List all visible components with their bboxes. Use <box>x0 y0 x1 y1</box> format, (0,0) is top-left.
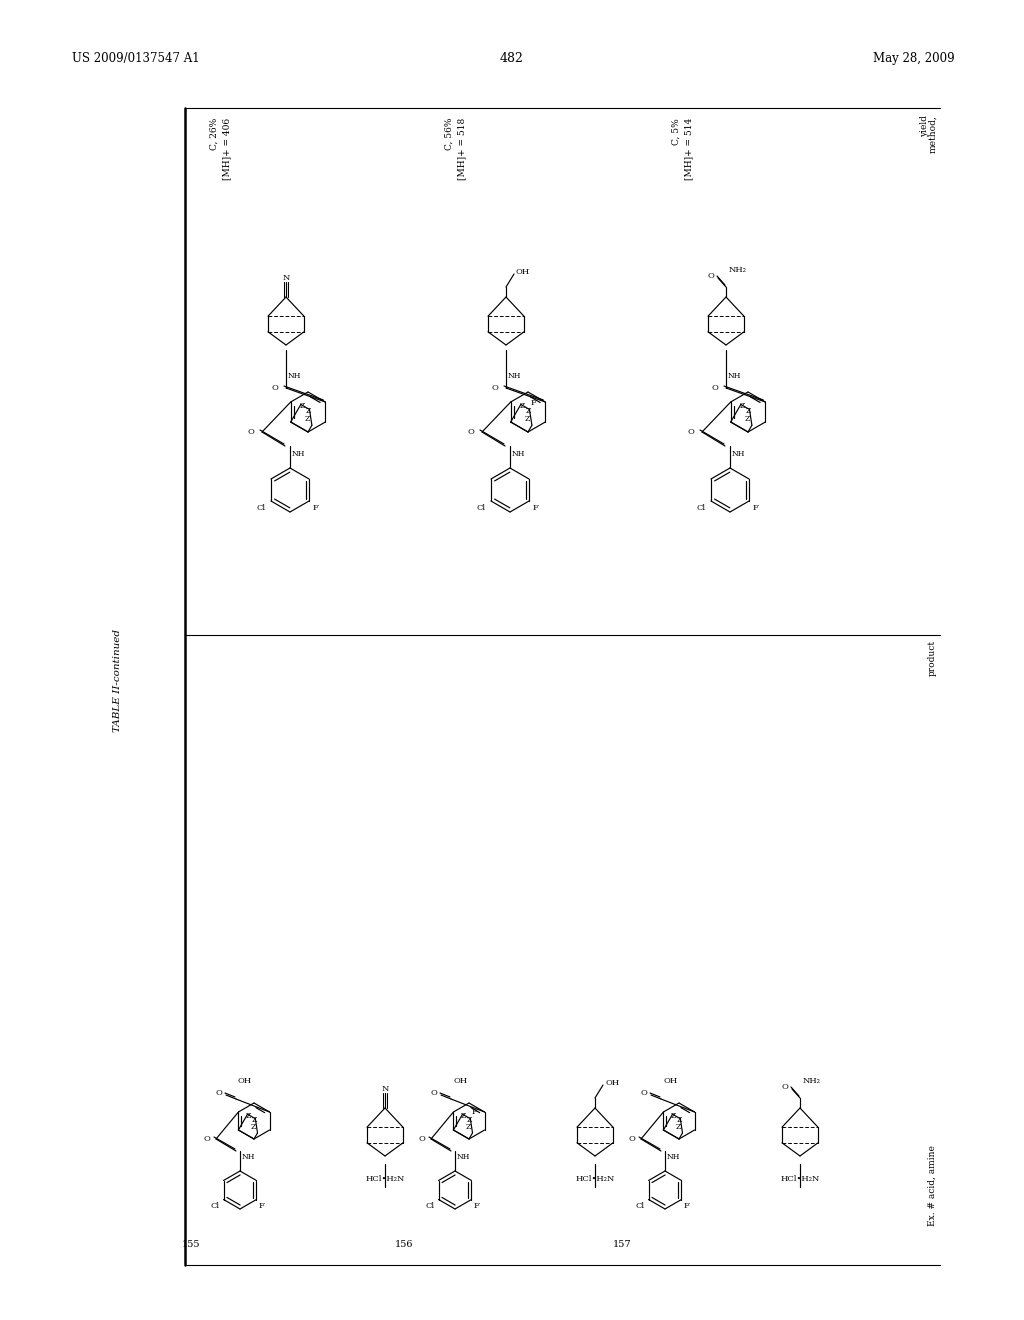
Text: Z: Z <box>252 1117 257 1125</box>
Text: 155: 155 <box>182 1239 201 1249</box>
Text: OH: OH <box>453 1077 467 1085</box>
Text: Cl: Cl <box>635 1201 644 1209</box>
Text: OH: OH <box>663 1077 677 1085</box>
Text: method,: method, <box>928 115 937 153</box>
Text: Z: Z <box>304 414 309 422</box>
Text: Z: Z <box>671 1111 676 1119</box>
Text: 482: 482 <box>500 51 524 65</box>
Text: Cl: Cl <box>210 1201 219 1209</box>
Text: NH: NH <box>508 372 521 380</box>
Text: NH: NH <box>457 1152 470 1162</box>
Text: Z: Z <box>739 403 744 411</box>
Text: F: F <box>312 504 318 512</box>
Text: F: F <box>753 504 758 512</box>
Text: O: O <box>215 1089 222 1097</box>
Text: Z: Z <box>466 1123 471 1131</box>
Text: O: O <box>708 272 714 280</box>
Text: F: F <box>258 1201 264 1209</box>
Text: O: O <box>418 1135 425 1143</box>
Text: HCl•H₂N: HCl•H₂N <box>780 1175 819 1183</box>
Text: OH: OH <box>605 1078 620 1086</box>
Text: NH₂: NH₂ <box>803 1077 821 1085</box>
Text: O: O <box>781 1082 788 1092</box>
Text: Cl: Cl <box>425 1201 434 1209</box>
Text: NH: NH <box>512 450 525 458</box>
Text: [MH]+ = 514: [MH]+ = 514 <box>684 117 693 181</box>
Text: F: F <box>684 1201 689 1209</box>
Text: 156: 156 <box>395 1239 414 1249</box>
Text: HCl•H₂N: HCl•H₂N <box>366 1175 404 1183</box>
Text: Cl: Cl <box>696 504 706 512</box>
Text: [MH]+ = 518: [MH]+ = 518 <box>457 117 466 181</box>
Text: Z: Z <box>524 414 529 422</box>
Text: [MH]+ = 406: [MH]+ = 406 <box>222 117 231 180</box>
Text: US 2009/0137547 A1: US 2009/0137547 A1 <box>72 51 200 65</box>
Text: NH: NH <box>288 372 301 380</box>
Text: N: N <box>283 275 290 282</box>
Text: O: O <box>628 1135 635 1143</box>
Text: OH: OH <box>238 1077 252 1085</box>
Text: Z: Z <box>677 1117 682 1125</box>
Text: O: O <box>430 1089 437 1097</box>
Text: F: F <box>530 399 537 407</box>
Text: Z: Z <box>299 403 305 411</box>
Text: yield: yield <box>920 115 929 137</box>
Text: C, 26%: C, 26% <box>210 117 219 150</box>
Text: NH: NH <box>732 450 745 458</box>
Text: O: O <box>467 428 474 436</box>
Text: O: O <box>640 1089 647 1097</box>
Text: C, 5%: C, 5% <box>672 117 681 145</box>
Text: Z: Z <box>467 1117 472 1125</box>
Text: O: O <box>711 384 718 392</box>
Text: F: F <box>473 1201 479 1209</box>
Text: N: N <box>381 1085 389 1093</box>
Text: NH₂: NH₂ <box>729 267 746 275</box>
Text: O: O <box>271 384 278 392</box>
Text: O: O <box>492 384 498 392</box>
Text: product: product <box>928 640 937 676</box>
Text: Z: Z <box>461 1111 466 1119</box>
Text: NH: NH <box>242 1152 255 1162</box>
Text: HCl•H₂N: HCl•H₂N <box>575 1175 614 1183</box>
Text: Z: Z <box>306 408 311 416</box>
Text: NH: NH <box>292 450 305 458</box>
Text: May 28, 2009: May 28, 2009 <box>873 51 955 65</box>
Text: Ex. # acid, amine: Ex. # acid, amine <box>928 1144 937 1226</box>
Text: OH: OH <box>516 268 530 276</box>
Text: TABLE II-continued: TABLE II-continued <box>114 628 123 731</box>
Text: O: O <box>247 428 254 436</box>
Text: Z: Z <box>745 408 751 416</box>
Text: F: F <box>471 1107 477 1115</box>
Text: 157: 157 <box>613 1239 632 1249</box>
Text: O: O <box>203 1135 210 1143</box>
Text: Cl: Cl <box>477 504 485 512</box>
Text: Z: Z <box>744 414 750 422</box>
Text: Z: Z <box>676 1123 681 1131</box>
Text: NH: NH <box>667 1152 680 1162</box>
Text: Z: Z <box>251 1123 256 1131</box>
Text: NH: NH <box>728 372 741 380</box>
Text: Z: Z <box>525 408 531 416</box>
Text: Z: Z <box>519 403 524 411</box>
Text: Cl: Cl <box>257 504 266 512</box>
Text: F: F <box>532 504 538 512</box>
Text: Z: Z <box>246 1111 251 1119</box>
Text: O: O <box>687 428 694 436</box>
Text: C, 56%: C, 56% <box>445 117 454 150</box>
